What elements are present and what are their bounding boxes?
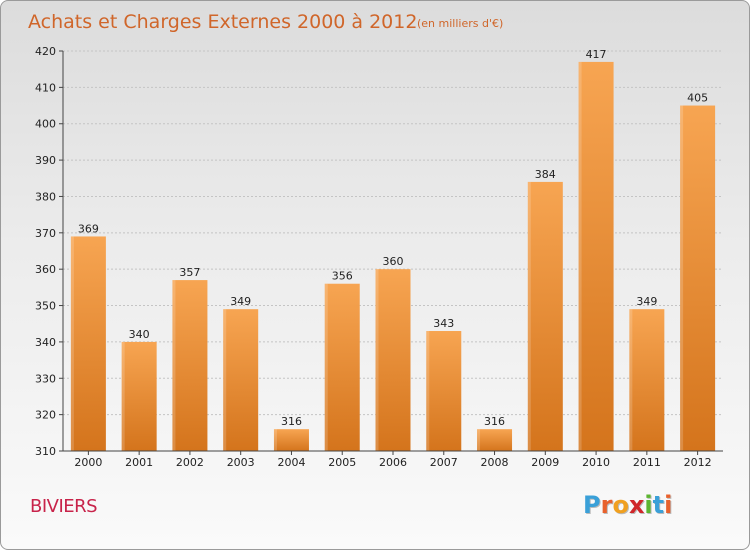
bar-2005 <box>324 283 360 451</box>
x-tick-label: 2001 <box>125 456 153 469</box>
bar-value-label: 360 <box>383 255 404 268</box>
x-axis: 2000 2001 2002 2003 2004 2005 2006 2007 2008 2009… <box>63 450 723 469</box>
bar-value-label: 369 <box>78 222 99 235</box>
bar-2007 <box>426 331 462 451</box>
bar-value-label: 343 <box>433 317 454 330</box>
x-tick-label: 2011 <box>633 456 661 469</box>
bar-highlight <box>629 309 633 451</box>
x-tick-label: 2004 <box>277 456 305 469</box>
logo-letter: i <box>664 491 673 519</box>
bar-highlight <box>426 331 430 451</box>
y-tick-label: 400 <box>35 118 56 131</box>
bar-2000 <box>70 236 106 451</box>
bars: 369 340 357 349 316 356 360 343 316 384 417 349 405 <box>70 48 716 452</box>
x-tick-label: 2006 <box>379 456 407 469</box>
bar-2006 <box>375 269 411 451</box>
y-tick-label: 310 <box>35 445 56 458</box>
bar-highlight <box>223 309 227 451</box>
bar-highlight <box>273 429 277 451</box>
y-tick-label: 360 <box>35 263 56 276</box>
bar-value-label: 357 <box>179 266 200 279</box>
bar-2003 <box>223 309 259 451</box>
bar-highlight <box>578 61 582 452</box>
bar-value-label: 384 <box>535 168 556 181</box>
bar-value-label: 417 <box>586 48 607 61</box>
y-tick-label: 330 <box>35 372 56 385</box>
bar-highlight <box>527 181 531 451</box>
bar-highlight <box>477 429 481 451</box>
bar-2010 <box>578 61 614 452</box>
bar-2001 <box>121 341 157 451</box>
logo-letter: x <box>628 491 645 519</box>
x-tick-label: 2000 <box>74 456 102 469</box>
bar-value-label: 340 <box>129 328 150 341</box>
x-tick-label: 2003 <box>227 456 255 469</box>
bar-value-label: 349 <box>636 295 657 308</box>
bar-2002 <box>172 280 208 451</box>
x-tick-label: 2005 <box>328 456 356 469</box>
y-tick-label: 420 <box>35 45 56 58</box>
bar-2009 <box>527 181 563 451</box>
logo-letter: o <box>612 491 629 519</box>
bar-2004 <box>273 429 309 451</box>
y-axis: 310 320 330 340 350 360 370 380 390 400 410 420 <box>35 45 64 458</box>
bar-highlight <box>375 269 379 451</box>
bar-value-label: 349 <box>230 295 251 308</box>
bar-highlight <box>172 280 176 451</box>
bar-2012 <box>680 105 716 451</box>
x-tick-label: 2002 <box>176 456 204 469</box>
bar-value-label: 405 <box>687 92 708 105</box>
logo-letter: P <box>583 491 601 519</box>
y-tick-label: 340 <box>35 336 56 349</box>
chart-unit: (en milliers d'€) <box>417 17 503 30</box>
x-tick-label: 2009 <box>531 456 559 469</box>
logo-letter: t <box>652 491 665 519</box>
y-tick-label: 390 <box>35 154 56 167</box>
x-tick-label: 2007 <box>430 456 458 469</box>
x-tick-label: 2010 <box>582 456 610 469</box>
proxiti-logo[interactable]: Proxiti <box>583 491 672 519</box>
town-name: BIVIERS <box>30 496 98 517</box>
bar-2011 <box>629 309 665 451</box>
x-tick-label: 2012 <box>684 456 712 469</box>
x-tick-label: 2008 <box>481 456 509 469</box>
y-tick-label: 380 <box>35 190 56 203</box>
y-tick-label: 320 <box>35 409 56 422</box>
chart-title: Achats et Charges Externes 2000 à 2012 <box>28 11 417 33</box>
bar-value-label: 316 <box>484 415 505 428</box>
bar-value-label: 316 <box>281 415 302 428</box>
y-tick-label: 370 <box>35 227 56 240</box>
bar-value-label: 356 <box>332 270 353 283</box>
y-tick-label: 350 <box>35 300 56 313</box>
logo-letter: i <box>644 491 653 519</box>
bar-highlight <box>70 236 74 451</box>
bar-highlight <box>680 105 684 451</box>
bar-2008 <box>477 429 513 451</box>
bar-highlight <box>121 341 125 451</box>
bar-highlight <box>324 283 328 451</box>
logo-letter: r <box>600 491 613 519</box>
y-tick-label: 410 <box>35 81 56 94</box>
